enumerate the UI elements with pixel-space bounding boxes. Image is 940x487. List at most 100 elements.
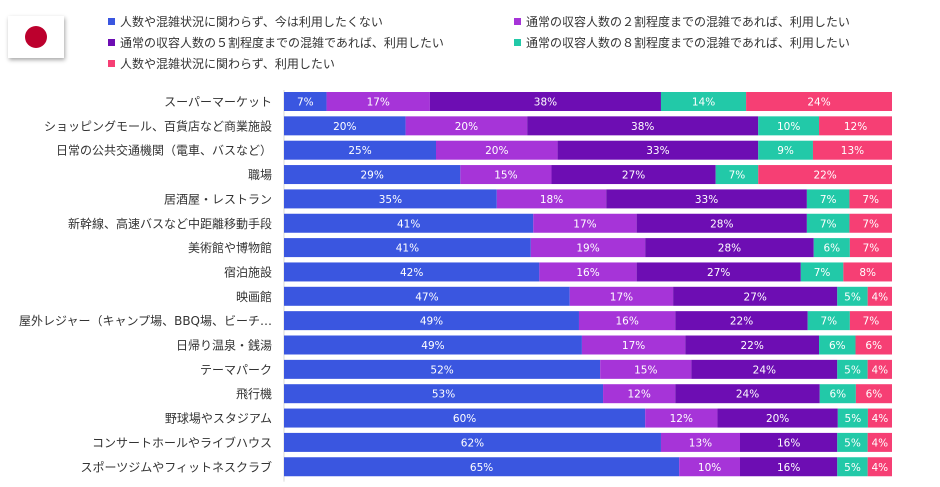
data-label: 20% bbox=[333, 121, 356, 133]
data-label: 22% bbox=[813, 170, 836, 182]
bar-segment bbox=[636, 213, 807, 233]
data-label: 65% bbox=[470, 462, 493, 474]
bar-segment bbox=[849, 213, 892, 233]
data-label: 17% bbox=[622, 340, 645, 352]
data-label: 7% bbox=[820, 218, 837, 230]
bar-row: 日帰り温泉・銭湯 49% 17% 22% 6% 6% bbox=[176, 335, 892, 355]
bar-segment bbox=[284, 116, 406, 136]
data-label: 14% bbox=[692, 97, 715, 109]
data-label: 35% bbox=[379, 194, 402, 206]
bar-segment bbox=[660, 432, 740, 452]
category-label: コンサートホールやライブハウス bbox=[92, 435, 272, 450]
bar-segment bbox=[603, 384, 676, 404]
data-label: 9% bbox=[777, 145, 794, 157]
category-label: スーパーマーケット bbox=[164, 95, 272, 109]
data-label: 28% bbox=[710, 218, 733, 230]
legend-swatch bbox=[108, 18, 115, 25]
data-label: 29% bbox=[360, 170, 383, 182]
bar-segment bbox=[849, 311, 892, 331]
bar-segment bbox=[284, 238, 531, 258]
data-label: 13% bbox=[689, 437, 712, 449]
data-label: 12% bbox=[844, 121, 867, 133]
bar-segment bbox=[812, 140, 892, 160]
japan-flag-icon bbox=[8, 16, 64, 58]
bar-segment bbox=[284, 432, 661, 452]
data-label: 7% bbox=[863, 243, 880, 255]
data-label: 7% bbox=[297, 97, 314, 109]
bar-segment bbox=[758, 165, 892, 185]
bar-segment bbox=[837, 408, 868, 428]
bar-segment bbox=[715, 165, 759, 185]
data-label: 17% bbox=[610, 291, 633, 303]
bar-segment bbox=[758, 116, 820, 136]
data-label: 49% bbox=[421, 340, 444, 352]
bar-segment bbox=[551, 165, 716, 185]
data-label: 24% bbox=[736, 389, 759, 401]
bar-segment bbox=[284, 408, 646, 428]
data-label: 27% bbox=[622, 170, 645, 182]
bar-segment bbox=[675, 384, 820, 404]
data-label: 42% bbox=[400, 267, 423, 279]
data-label: 12% bbox=[627, 389, 650, 401]
bar-segment bbox=[429, 92, 661, 111]
data-label: 62% bbox=[461, 437, 484, 449]
chart-legend: 人数や混雑状況に関わらず、今は利用したくない 通常の収容人数の２割程度までの混雑で… bbox=[108, 14, 850, 71]
data-label: 60% bbox=[453, 413, 476, 425]
category-label: 居酒屋・レストラン bbox=[164, 192, 272, 206]
data-label: 20% bbox=[766, 413, 789, 425]
bar-segment bbox=[645, 238, 814, 258]
data-label: 13% bbox=[841, 145, 864, 157]
category-label: 新幹線、高速バスなど中距離移動手段 bbox=[68, 216, 272, 231]
data-label: 15% bbox=[634, 364, 657, 376]
bar-segment bbox=[533, 213, 637, 233]
data-label: 24% bbox=[753, 364, 776, 376]
category-label: 宿泊施設 bbox=[224, 264, 272, 279]
bar-segment bbox=[569, 286, 674, 306]
data-label: 16% bbox=[615, 316, 638, 328]
bar-segment bbox=[284, 335, 582, 355]
data-label: 27% bbox=[744, 291, 767, 303]
bar-segment bbox=[578, 311, 676, 331]
bar-row: 野球場やスタジアム 60% 12% 20% 5% 4% bbox=[165, 408, 892, 428]
bar-segment bbox=[527, 116, 759, 136]
bar-segment bbox=[284, 262, 540, 282]
bar-segment bbox=[740, 457, 838, 477]
bar-row: ショッピングモール、百貨店など商業施設 20% 20% 38% 10% 12% bbox=[44, 116, 892, 136]
legend-item: 人数や混雑状況に関わらず、今は利用したくない bbox=[108, 14, 383, 29]
bar-segment bbox=[740, 432, 838, 452]
legend-label: 通常の収容人数の２割程度までの混雑であれば、利用したい bbox=[526, 14, 850, 29]
legend-label: 通常の収容人数の５割程度までの混雑であれば、利用したい bbox=[120, 35, 444, 50]
bar-segment bbox=[837, 457, 868, 477]
category-label: スポーツジムやフィットネスクラブ bbox=[80, 459, 272, 474]
data-label: 15% bbox=[494, 170, 517, 182]
bar-segment bbox=[636, 262, 801, 282]
bar-segment bbox=[867, 457, 892, 477]
data-label: 7% bbox=[814, 267, 831, 279]
bar-segment bbox=[837, 286, 868, 306]
bar-segment bbox=[717, 408, 838, 428]
bar-segment bbox=[867, 359, 892, 379]
legend-label: 通常の収容人数の８割程度までの混雑であれば、利用したい bbox=[526, 35, 850, 50]
data-label: 5% bbox=[844, 364, 861, 376]
data-label: 33% bbox=[695, 194, 718, 206]
bar-segment bbox=[581, 335, 686, 355]
bar-segment bbox=[673, 286, 838, 306]
plot-area: スーパーマーケット 7% 17% 38% 14% 24% ショッピングモール、百貨店など商業… bbox=[19, 90, 892, 482]
data-label: 16% bbox=[576, 267, 599, 279]
bar-segment bbox=[284, 457, 680, 477]
bar-segment bbox=[807, 311, 850, 331]
data-label: 6% bbox=[866, 389, 883, 401]
bar-segment bbox=[284, 92, 327, 111]
data-label: 22% bbox=[740, 340, 763, 352]
bar-segment bbox=[685, 335, 820, 355]
bar-segment bbox=[679, 457, 740, 477]
category-label: 日帰り温泉・銭湯 bbox=[176, 338, 272, 353]
bar-segment bbox=[530, 238, 646, 258]
data-label: 38% bbox=[534, 97, 557, 109]
bar-segment bbox=[600, 359, 692, 379]
data-label: 49% bbox=[420, 316, 443, 328]
data-label: 16% bbox=[777, 437, 800, 449]
bar-segment bbox=[284, 165, 461, 185]
bar-segment bbox=[843, 262, 892, 282]
data-label: 53% bbox=[432, 389, 455, 401]
